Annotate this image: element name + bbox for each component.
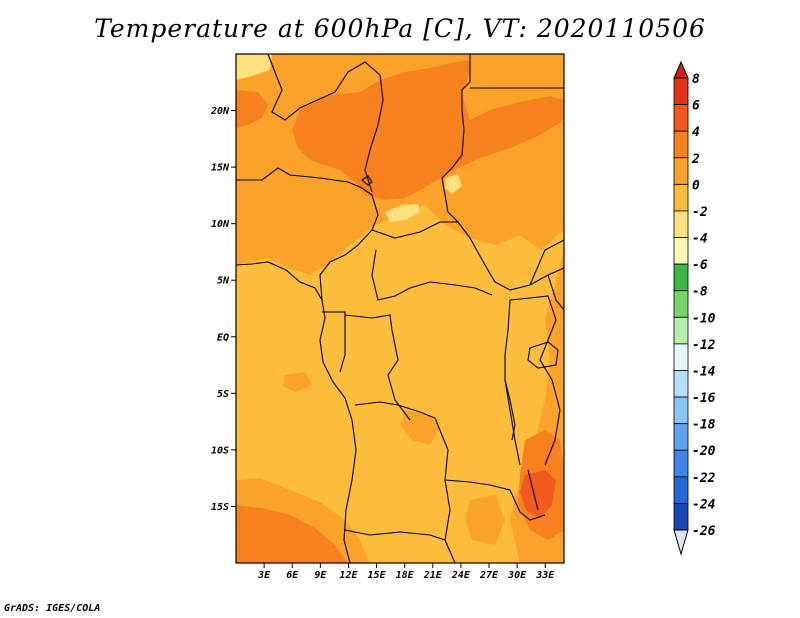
lat-tick-label: 15S (211, 502, 229, 513)
border-ethiopia (529, 239, 564, 286)
field-region-4-6-sahel (292, 60, 564, 200)
colorbar-label: 0 (692, 178, 700, 193)
field-region-2-4-patch-c (465, 495, 505, 545)
lon-tick-label: 18E (396, 570, 415, 581)
colorbar-swatch (673, 503, 689, 531)
colorbar-label: -14 (692, 364, 716, 379)
lat-tick-label: 10S (211, 445, 229, 456)
border-uganda (509, 295, 557, 361)
field-region-2-4-patch-b (400, 410, 440, 445)
lon-tick-label: 12E (339, 570, 358, 581)
colorbar-swatch (673, 423, 689, 451)
colorbar-swatch (673, 476, 689, 504)
lon-tick-label: 6E (286, 570, 299, 581)
footer-credit: GrADS: IGES/COLA (4, 603, 101, 614)
field-region-2-4-patch-a (283, 372, 312, 392)
field-region-m2-0-patch-b (445, 174, 462, 194)
border-angola (354, 401, 456, 563)
colorbar-label: -22 (692, 471, 716, 486)
colorbar-label: -20 (692, 444, 716, 459)
colorbar-label: -8 (692, 285, 708, 300)
colorbar-label: 8 (692, 72, 700, 87)
lake-tanganyika (504, 379, 516, 441)
field-region-m2-0-patch-c (236, 54, 272, 80)
country-borders (236, 54, 564, 563)
colorbar-swatch (673, 370, 689, 398)
lat-tick-label: 5S (217, 389, 229, 400)
lake-chad (361, 175, 373, 186)
colorbar-swatch (673, 210, 689, 238)
colorbar-swatch (673, 316, 689, 345)
colorbar-bottom-arrow (673, 529, 689, 556)
colorbar-swatch (673, 77, 689, 105)
colorbar-swatch (673, 449, 689, 478)
border-zambia (444, 479, 546, 521)
border-gabon (322, 311, 346, 373)
field-region-m2-0-patch-a (385, 204, 420, 222)
border-car-north (371, 221, 458, 239)
colorbar-top-arrow (673, 60, 689, 79)
border-congo (344, 314, 411, 421)
colorbar-swatch (673, 263, 689, 292)
lat-tick-label: 15N (211, 163, 230, 174)
colorbar-label: 6 (692, 99, 700, 114)
lat-tick-label: EQ (217, 332, 229, 343)
lon-tick-label: 9E (314, 570, 327, 581)
lon-tick-label: 30E (507, 570, 527, 581)
lon-tick-label: 15E (368, 570, 387, 581)
border-tanzania (539, 359, 561, 466)
border-kenya (547, 274, 564, 311)
colorbar: 8 6 4 2 0 -2 -4 -6 -8 -10 -12 -14 -16 -18 -20 -22 -24 -26 (673, 60, 716, 556)
lon-tick-label: 24E (451, 570, 471, 581)
lon-tick-label: 3E (257, 570, 271, 581)
border-north-1 (267, 54, 384, 193)
lake-malawi (527, 469, 539, 511)
border-nigeria-cameroon (319, 194, 379, 301)
colorbar-label: -6 (692, 258, 708, 273)
colorbar-swatch (673, 183, 689, 212)
colorbar-swatch (673, 396, 689, 425)
border-car-south (371, 249, 493, 301)
colorbar-swatch (673, 104, 689, 132)
lon-tick-label: 21E (423, 570, 443, 581)
temperature-field (236, 54, 564, 563)
colorbar-swatch (673, 343, 689, 371)
border-sahel-1 (236, 167, 373, 196)
colorbar-label: -24 (692, 497, 716, 512)
coastline-west (236, 261, 357, 563)
lat-tick-label: 20N (210, 106, 230, 117)
colorbar-swatch (673, 290, 689, 318)
colorbar-label: -12 (692, 338, 716, 353)
lake-victoria (527, 341, 559, 369)
colorbar-swatch (673, 237, 689, 265)
colorbar-label: -18 (692, 418, 716, 433)
lon-tick-label: 33E (535, 570, 555, 581)
colorbar-label: -16 (692, 391, 716, 406)
border-namibia (344, 529, 446, 541)
colorbar-label: -26 (692, 524, 716, 539)
longitude-axis: 3E 6E 9E 12E 15E 18E 21E 24E 27E 30E 33E (257, 563, 555, 581)
colorbar-label: 2 (691, 152, 700, 167)
lon-tick-label: 27E (479, 570, 499, 581)
chart-title: Temperature at 600hPa [C], VT: 202011050… (94, 14, 706, 43)
colorbar-label: -4 (692, 232, 708, 247)
field-region-4-6-northwest (236, 90, 268, 128)
field-region-4-6-south (236, 505, 348, 563)
border-chad-east (441, 54, 471, 239)
map-frame (235, 53, 565, 564)
lat-tick-label: 5N (217, 276, 230, 287)
colorbar-label: 4 (692, 125, 700, 140)
colorbar-swatch (673, 130, 689, 159)
field-region-6-8-southeast (520, 470, 556, 518)
colorbar-label: -2 (692, 205, 708, 220)
latitude-axis: 20N 15N 10N 5N EQ 5S 10S 15S (210, 106, 236, 513)
colorbar-swatch (673, 157, 689, 185)
colorbar-label: -10 (692, 311, 716, 326)
lat-tick-label: 10N (211, 219, 230, 230)
